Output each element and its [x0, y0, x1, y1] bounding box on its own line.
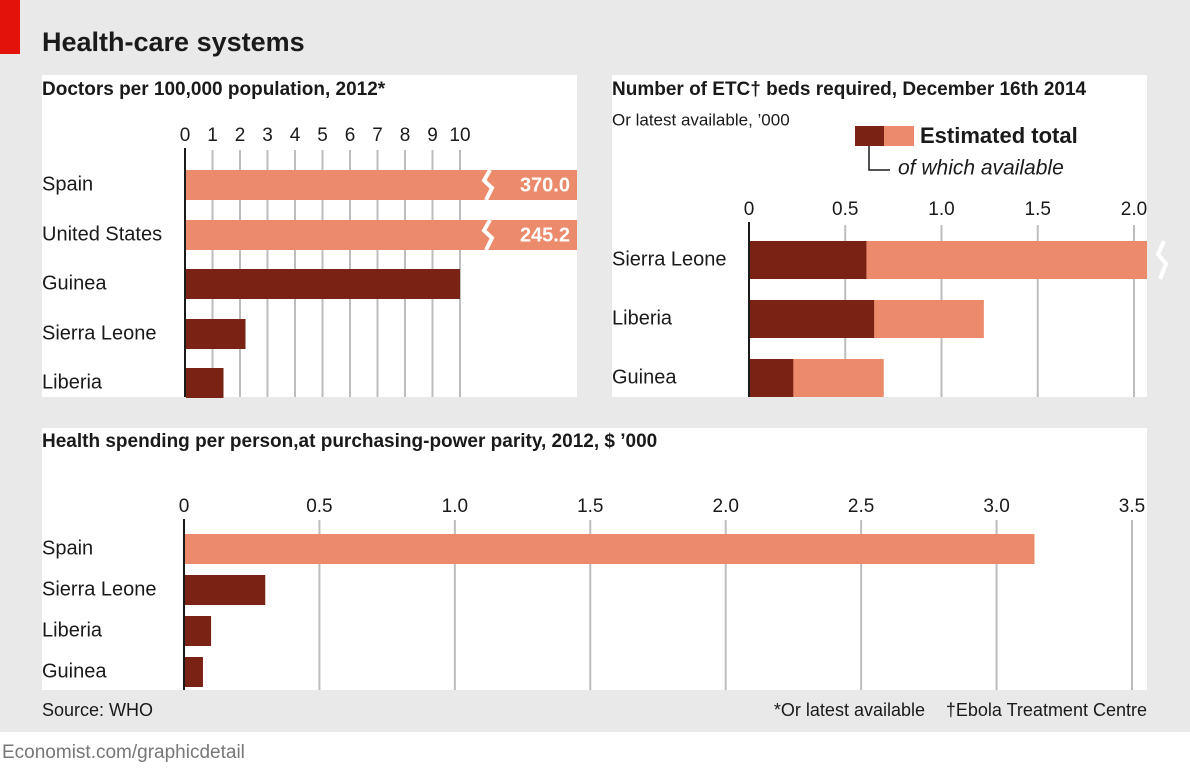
bar: [186, 269, 460, 299]
category-label: Guinea: [612, 366, 677, 388]
bar: [750, 300, 875, 338]
x-tick-label: 1.5: [577, 496, 603, 517]
category-label: Sierra Leone: [612, 248, 727, 270]
x-tick-label: 0: [179, 496, 190, 517]
category-label: Spain: [42, 173, 93, 195]
legend-label: of which available: [898, 157, 1064, 180]
x-tick-label: 1.0: [442, 496, 468, 517]
bar: [186, 368, 224, 398]
axis-break: [481, 169, 495, 201]
x-tick-label: 5: [317, 125, 328, 146]
footnote: †Ebola Treatment Centre: [946, 700, 1147, 720]
bar: [186, 220, 577, 250]
bar: [186, 170, 577, 200]
bar: [185, 534, 1035, 564]
chart-title: Doctors per 100,000 population, 2012*: [42, 79, 386, 100]
url: Economist.com/graphicdetail: [2, 742, 245, 763]
bar: [186, 319, 246, 349]
chart-title: Health spending per person,at purchasing…: [42, 431, 657, 452]
category-label: Liberia: [612, 307, 673, 329]
category-label: Liberia: [42, 619, 103, 641]
x-tick-label: 8: [400, 125, 411, 146]
category-label: Guinea: [42, 660, 107, 682]
x-tick-label: 3.5: [1119, 496, 1145, 517]
x-tick-label: 4: [290, 125, 301, 146]
legend-label: Estimated total: [920, 123, 1078, 148]
x-tick-label: 0: [180, 125, 191, 146]
bar: [750, 359, 794, 397]
x-tick-label: 1.5: [1025, 199, 1051, 220]
legend-swatch: [884, 126, 914, 146]
legend-bracket: [868, 146, 890, 171]
value-label: 370.0: [520, 174, 570, 196]
legend-swatch: [855, 126, 884, 146]
x-tick-label: 2.0: [713, 496, 739, 517]
bar: [185, 657, 203, 687]
category-label: Sierra Leone: [42, 322, 157, 344]
category-label: Liberia: [42, 371, 103, 393]
x-tick-label: 3: [262, 125, 273, 146]
x-tick-label: 3.0: [983, 496, 1009, 517]
chart-subtitle: Or latest available, ’000: [612, 110, 790, 129]
x-tick-label: 0.5: [832, 199, 858, 220]
chart-title: Number of ETC† beds required, December 1…: [612, 79, 1087, 100]
x-tick-label: 1.0: [928, 199, 954, 220]
x-tick-label: 2.0: [1121, 199, 1147, 220]
axis-break: [1155, 240, 1169, 280]
x-tick-label: 2: [235, 125, 246, 146]
x-tick-label: 2.5: [848, 496, 874, 517]
bar: [750, 241, 867, 279]
bar: [185, 575, 266, 605]
bar: [185, 616, 212, 646]
x-tick-label: 10: [449, 125, 470, 146]
x-tick-label: 0.5: [306, 496, 332, 517]
x-tick-label: 9: [427, 125, 438, 146]
red-tag: [0, 0, 20, 54]
x-tick-label: 0: [744, 199, 755, 220]
category-label: Sierra Leone: [42, 578, 157, 600]
category-label: United States: [42, 223, 162, 245]
page-title: Health-care systems: [42, 27, 305, 57]
x-tick-label: 7: [372, 125, 383, 146]
axis-break: [481, 219, 495, 251]
source: Source: WHO: [42, 700, 153, 720]
x-tick-label: 6: [345, 125, 356, 146]
footer-strip: [0, 732, 1190, 768]
value-label: 245.2: [520, 224, 570, 246]
footnote: *Or latest available: [774, 700, 925, 720]
x-tick-label: 1: [207, 125, 218, 146]
category-label: Guinea: [42, 272, 107, 294]
category-label: Spain: [42, 537, 93, 559]
